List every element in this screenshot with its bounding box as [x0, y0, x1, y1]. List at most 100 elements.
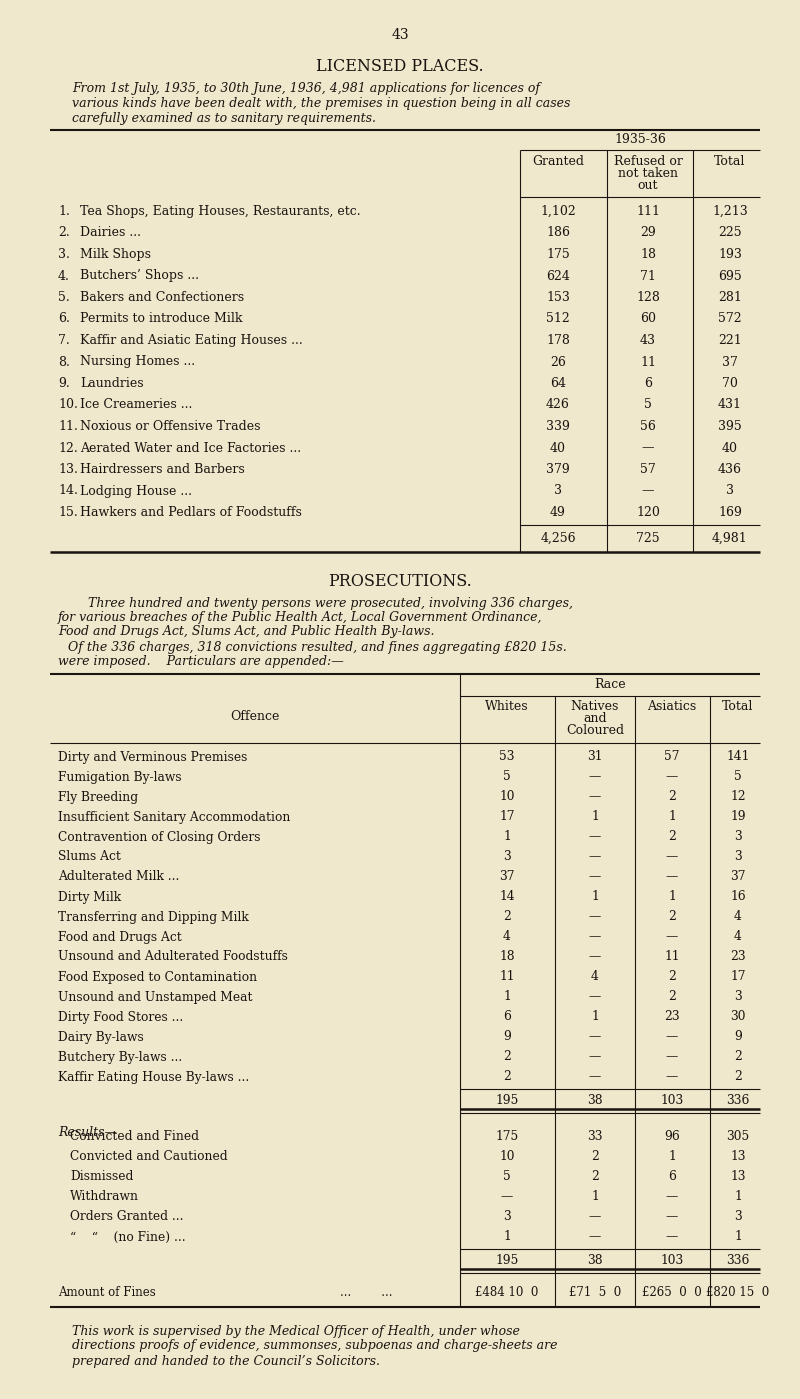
- Text: Three hundred and twenty persons were prosecuted, involving 336 charges,: Three hundred and twenty persons were pr…: [88, 597, 573, 610]
- Text: Contravention of Closing Orders: Contravention of Closing Orders: [58, 831, 261, 844]
- Text: 7.: 7.: [58, 334, 70, 347]
- Text: 4,256: 4,256: [540, 532, 576, 544]
- Text: 2: 2: [668, 990, 676, 1003]
- Text: 19: 19: [730, 810, 746, 824]
- Text: Asiatics: Asiatics: [647, 701, 697, 713]
- Text: —: —: [589, 1210, 601, 1224]
- Text: Butchery By-laws ...: Butchery By-laws ...: [58, 1051, 182, 1063]
- Text: 195: 195: [495, 1094, 518, 1108]
- Text: 395: 395: [718, 420, 742, 434]
- Text: Food and Drugs Act, Slums Act, and Public Health By-laws.: Food and Drugs Act, Slums Act, and Publi…: [58, 625, 434, 638]
- Text: 13: 13: [730, 1171, 746, 1184]
- Text: 18: 18: [499, 950, 515, 964]
- Text: 5: 5: [503, 771, 511, 783]
- Text: —: —: [589, 930, 601, 943]
- Text: 1: 1: [734, 1231, 742, 1244]
- Text: 225: 225: [718, 227, 742, 239]
- Text: —: —: [666, 1051, 678, 1063]
- Text: 5: 5: [503, 1171, 511, 1184]
- Text: 13: 13: [730, 1150, 746, 1164]
- Text: Permits to introduce Milk: Permits to introduce Milk: [80, 312, 242, 326]
- Text: Dirty Milk: Dirty Milk: [58, 891, 121, 904]
- Text: 178: 178: [546, 334, 570, 347]
- Text: 29: 29: [640, 227, 656, 239]
- Text: Bakers and Confectioners: Bakers and Confectioners: [80, 291, 244, 304]
- Text: 1: 1: [668, 891, 676, 904]
- Text: 1: 1: [503, 990, 511, 1003]
- Text: 10: 10: [499, 790, 514, 803]
- Text: Hawkers and Pedlars of Foodstuffs: Hawkers and Pedlars of Foodstuffs: [80, 506, 302, 519]
- Text: 4: 4: [734, 930, 742, 943]
- Text: —: —: [666, 930, 678, 943]
- Text: —: —: [666, 870, 678, 884]
- Text: Dairy By-laws: Dairy By-laws: [58, 1031, 144, 1044]
- Text: Dirty and Verminous Premises: Dirty and Verminous Premises: [58, 750, 247, 764]
- Text: Lodging House ...: Lodging House ...: [80, 484, 192, 498]
- Text: 193: 193: [718, 248, 742, 262]
- Text: 3: 3: [503, 851, 511, 863]
- Text: 379: 379: [546, 463, 570, 476]
- Text: 11: 11: [640, 355, 656, 368]
- Text: 725: 725: [636, 532, 660, 544]
- Text: 2: 2: [668, 971, 676, 983]
- Text: 1: 1: [503, 1231, 511, 1244]
- Text: Insufficient Sanitary Accommodation: Insufficient Sanitary Accommodation: [58, 810, 290, 824]
- Text: 12.: 12.: [58, 442, 78, 455]
- Text: 30: 30: [730, 1010, 746, 1024]
- Text: £265  0  0: £265 0 0: [642, 1287, 702, 1300]
- Text: 6.: 6.: [58, 312, 70, 326]
- Text: 5: 5: [644, 399, 652, 411]
- Text: 1: 1: [668, 1150, 676, 1164]
- Text: 70: 70: [722, 376, 738, 390]
- Text: Ice Creameries ...: Ice Creameries ...: [80, 399, 192, 411]
- Text: Food and Drugs Act: Food and Drugs Act: [58, 930, 182, 943]
- Text: Butchers’ Shops ...: Butchers’ Shops ...: [80, 270, 199, 283]
- Text: 14.: 14.: [58, 484, 78, 498]
- Text: 3.: 3.: [58, 248, 70, 262]
- Text: Of the 336 charges, 318 convictions resulted, and fines aggregating £820 15s.: Of the 336 charges, 318 convictions resu…: [68, 642, 566, 655]
- Text: 3: 3: [554, 484, 562, 498]
- Text: 1,102: 1,102: [540, 206, 576, 218]
- Text: 11: 11: [499, 971, 514, 983]
- Text: Race: Race: [594, 677, 626, 691]
- Text: 281: 281: [718, 291, 742, 304]
- Text: 9: 9: [734, 1031, 742, 1044]
- Text: Noxious or Offensive Trades: Noxious or Offensive Trades: [80, 420, 261, 434]
- Text: 64: 64: [550, 376, 566, 390]
- Text: Whites: Whites: [485, 701, 529, 713]
- Text: Nursing Homes ...: Nursing Homes ...: [80, 355, 195, 368]
- Text: 2: 2: [734, 1051, 742, 1063]
- Text: 120: 120: [636, 506, 660, 519]
- Text: 57: 57: [640, 463, 656, 476]
- Text: 37: 37: [730, 870, 746, 884]
- Text: —: —: [666, 851, 678, 863]
- Text: various kinds have been dealt with, the premises in question being in all cases: various kinds have been dealt with, the …: [72, 97, 570, 111]
- Text: —: —: [589, 870, 601, 884]
- Text: 3: 3: [503, 1210, 511, 1224]
- Text: 49: 49: [550, 506, 566, 519]
- Text: Total: Total: [722, 701, 754, 713]
- Text: 4: 4: [503, 930, 511, 943]
- Text: 6: 6: [644, 376, 652, 390]
- Text: 60: 60: [640, 312, 656, 326]
- Text: 426: 426: [546, 399, 570, 411]
- Text: 56: 56: [640, 420, 656, 434]
- Text: 3: 3: [726, 484, 734, 498]
- Text: for various breaches of the Public Health Act, Local Government Ordinance,: for various breaches of the Public Healt…: [58, 611, 542, 624]
- Text: 43: 43: [640, 334, 656, 347]
- Text: —: —: [642, 484, 654, 498]
- Text: —: —: [666, 1231, 678, 1244]
- Text: Refused or: Refused or: [614, 155, 682, 168]
- Text: 5.: 5.: [58, 291, 70, 304]
- Text: 17: 17: [730, 971, 746, 983]
- Text: —: —: [589, 831, 601, 844]
- Text: Results—: Results—: [58, 1126, 117, 1140]
- Text: £820 15  0: £820 15 0: [706, 1287, 770, 1300]
- Text: 1: 1: [591, 1010, 599, 1024]
- Text: —: —: [589, 1031, 601, 1044]
- Text: Convicted and Cautioned: Convicted and Cautioned: [70, 1150, 228, 1164]
- Text: Aerated Water and Ice Factories ...: Aerated Water and Ice Factories ...: [80, 442, 301, 455]
- Text: were imposed.    Particulars are appended:—: were imposed. Particulars are appended:—: [58, 656, 344, 669]
- Text: 2: 2: [734, 1070, 742, 1083]
- Text: 43: 43: [391, 28, 409, 42]
